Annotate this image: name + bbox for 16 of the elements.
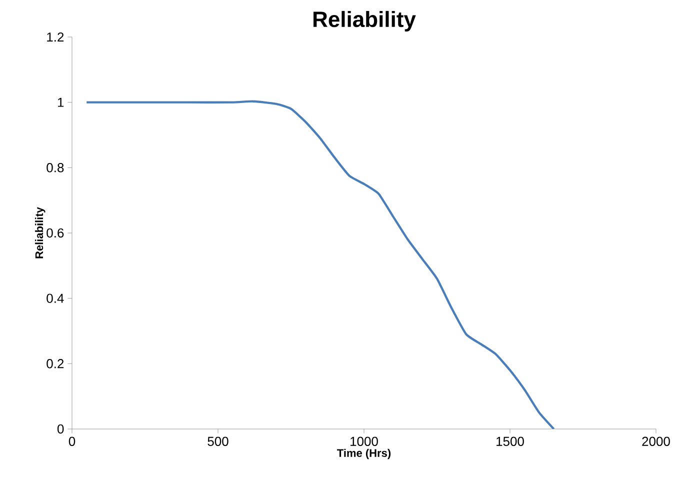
y-tick-label: 0.6 — [46, 228, 64, 238]
x-tick-label: 2000 — [642, 436, 670, 446]
y-tick-label: 1 — [58, 98, 64, 107]
y-tick-label: 0.4 — [46, 294, 64, 303]
x-tick-label: 1500 — [496, 436, 524, 446]
y-tick-label: 1.2 — [47, 32, 64, 42]
x-tick-label: 0 — [68, 436, 76, 446]
y-tick-label: 0.2 — [46, 359, 64, 368]
x-tick-label: 1000 — [350, 436, 378, 446]
line-series — [86, 100, 555, 429]
y-tick-label: 0.8 — [46, 163, 64, 172]
chart-title: Reliability — [314, 10, 416, 32]
y-axis-title: Reliability — [35, 207, 46, 258]
x-axis-title: Time (Hrs) — [337, 448, 391, 460]
x-tick-label: 500 — [208, 436, 228, 446]
y-tick-label: 0 — [57, 424, 64, 434]
